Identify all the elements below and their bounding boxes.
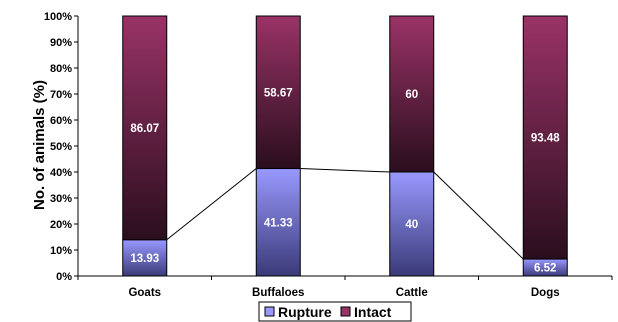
legend-box (258, 301, 412, 322)
data-label-rupture-goats: 13.93 (130, 253, 159, 265)
legend: Rupture Intact (258, 301, 412, 322)
data-label-rupture-cattle: 40 (405, 219, 418, 231)
series-line-3 (433, 171, 524, 260)
bar-intact-cattle (389, 15, 435, 173)
x-tick-label-dogs: Dogs (531, 287, 560, 299)
y-tick-label: 0% (56, 271, 72, 283)
y-tick-label: 40% (50, 167, 72, 179)
x-tick-label-cattle: Cattle (396, 287, 428, 299)
data-label-rupture-dogs: 6.52 (534, 263, 556, 275)
legend-swatch-rupture (264, 306, 275, 317)
data-label-intact-goats: 86.07 (130, 123, 159, 135)
y-axis-title: No. of animals (%) (31, 80, 48, 210)
x-tick-label-goats: Goats (128, 287, 161, 299)
y-tick-label: 20% (50, 219, 72, 231)
bars-layer: 13.93 86.07 41.33 58.67 40 60 6.52 93.48 (122, 15, 568, 277)
data-label-intact-buffaloes: 58.67 (264, 87, 293, 99)
y-tick-label: 80% (50, 63, 72, 75)
y-tick-label: 30% (50, 193, 72, 205)
x-tick-label-buffaloes: Buffaloes (252, 287, 304, 299)
bar-intact-goats (122, 15, 168, 241)
bar-rupture-goats (122, 239, 168, 277)
bar-intact-dogs (522, 15, 568, 260)
y-tick-label: 10% (50, 245, 72, 257)
bar-intact-buffaloes (255, 15, 301, 170)
legend-swatch-intact (340, 306, 351, 317)
y-tick-label: 50% (50, 141, 72, 153)
y-tick-label: 70% (50, 89, 72, 101)
series-line-2 (300, 168, 390, 173)
data-label-intact-dogs: 93.48 (531, 133, 560, 145)
y-tick-label: 90% (50, 37, 72, 49)
series-line-1 (166, 168, 257, 241)
axes-layer: 0% 10% 20% 30% 40% 50% 60% 70% 80% 90% 100% Goats Bu… (44, 11, 613, 299)
data-label-rupture-buffaloes: 41.33 (264, 217, 293, 229)
y-tick-label: 60% (50, 115, 72, 127)
data-label-intact-cattle: 60 (405, 89, 418, 101)
legend-label-intact: Intact (354, 304, 392, 320)
legend-label-rupture: Rupture (278, 304, 332, 320)
y-tick-label: 100% (44, 11, 72, 23)
